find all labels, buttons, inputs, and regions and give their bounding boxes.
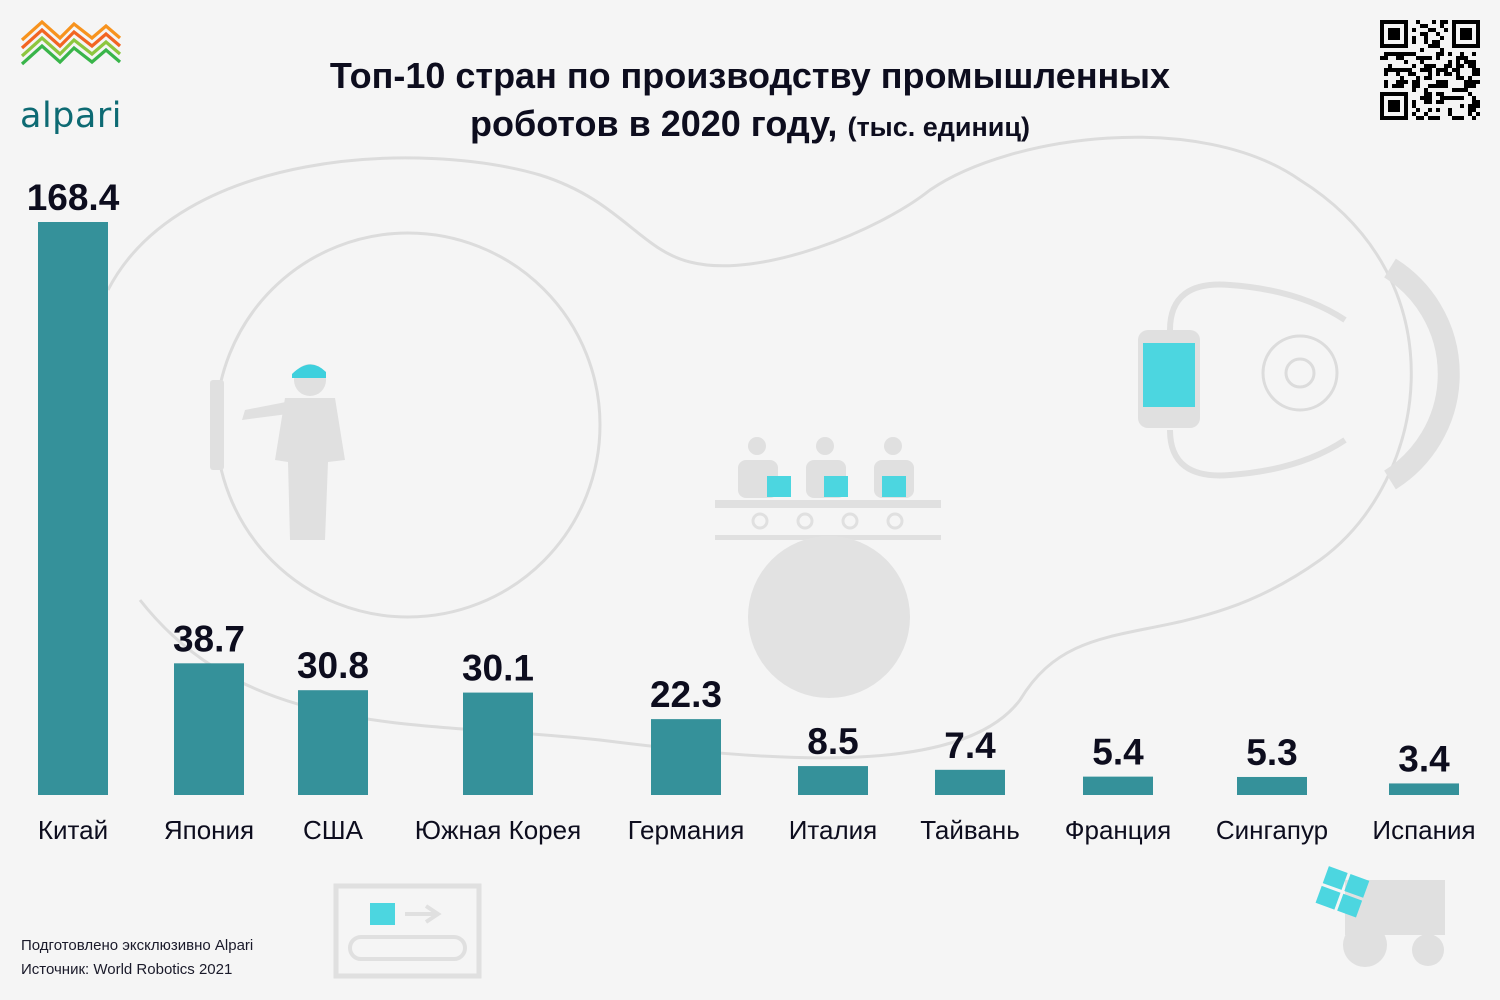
value-label-8: 5.3	[1246, 732, 1297, 773]
bar-4	[651, 719, 721, 795]
robot-gear-outline	[1261, 334, 1339, 412]
category-label-4: Германия	[628, 815, 745, 845]
category-label-5: Италия	[789, 815, 878, 845]
value-label-4: 22.3	[650, 674, 722, 715]
worker-icon	[210, 364, 345, 540]
category-label-0: Китай	[38, 815, 108, 845]
alpari-logo[interactable]: alpari	[18, 16, 128, 136]
bar-0	[38, 222, 108, 795]
category-label-9: Испания	[1372, 815, 1475, 845]
title-unit: (тыс. единиц)	[847, 112, 1030, 142]
category-label-7: Франция	[1065, 815, 1172, 845]
forklift-icon	[1315, 866, 1445, 967]
title-line-1: Топ-10 стран по производству промышленны…	[329, 55, 1171, 96]
prepared-by-note: Подготовлено эксклюзивно Alpari	[21, 937, 254, 954]
bar-7	[1083, 776, 1153, 795]
value-label-5: 8.5	[807, 721, 858, 762]
value-label-2: 30.8	[297, 645, 369, 686]
category-label-1: Япония	[164, 815, 254, 845]
bar-6	[935, 769, 1005, 795]
bar-2	[298, 690, 368, 795]
category-label-3: Южная Корея	[415, 815, 581, 845]
bar-9	[1389, 783, 1459, 795]
robot-arm-icon	[1138, 258, 1460, 490]
footer: Подготовлено эксклюзивно Alpari Источник…	[21, 934, 253, 982]
value-label-0: 168.4	[27, 177, 120, 218]
bar-3	[463, 692, 533, 795]
source-note: Источник: World Robotics 2021	[21, 961, 233, 978]
value-label-9: 3.4	[1398, 738, 1450, 779]
assembly-line-icon	[715, 437, 941, 698]
value-label-7: 5.4	[1092, 732, 1144, 773]
category-label-6: Тайвань	[920, 815, 1020, 845]
bar-5	[798, 766, 868, 795]
value-label-6: 7.4	[944, 725, 996, 766]
title-line-2: роботов в 2020 году, (тыс. единиц)	[240, 100, 1260, 151]
page-title: Топ-10 стран по производству промышленны…	[240, 52, 1260, 151]
value-label-3: 30.1	[462, 648, 534, 689]
conveyor-box-icon	[333, 883, 482, 979]
qr-code-icon[interactable]	[1380, 20, 1480, 120]
bar-8	[1237, 776, 1307, 795]
category-label-2: США	[303, 815, 364, 845]
category-label-8: Сингапур	[1216, 815, 1328, 845]
value-label-1: 38.7	[173, 618, 245, 659]
bar-1	[174, 663, 244, 795]
logo-text: alpari	[20, 96, 122, 136]
title-line-2-text: роботов в 2020 году,	[469, 103, 838, 144]
alpari-logo-icon	[20, 19, 122, 66]
